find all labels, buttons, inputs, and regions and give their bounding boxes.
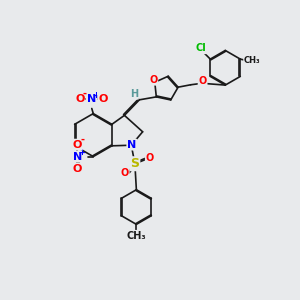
Text: O: O [199, 76, 207, 86]
Text: CH₃: CH₃ [127, 231, 146, 241]
Text: CH₃: CH₃ [244, 56, 260, 65]
Text: N: N [127, 140, 136, 150]
Text: O: O [75, 94, 85, 103]
Text: S: S [130, 157, 140, 170]
Text: +: + [78, 148, 85, 157]
Text: -: - [82, 88, 86, 99]
Text: O: O [149, 75, 158, 85]
Text: -: - [80, 135, 84, 145]
Text: O: O [121, 168, 129, 178]
Text: N: N [87, 94, 96, 103]
Text: O: O [73, 164, 82, 173]
Text: N: N [73, 152, 82, 162]
Text: +: + [92, 91, 99, 100]
Text: O: O [146, 153, 154, 163]
Text: H: H [130, 89, 138, 99]
Text: Cl: Cl [196, 44, 207, 53]
Text: O: O [73, 140, 82, 150]
Text: O: O [98, 94, 107, 103]
